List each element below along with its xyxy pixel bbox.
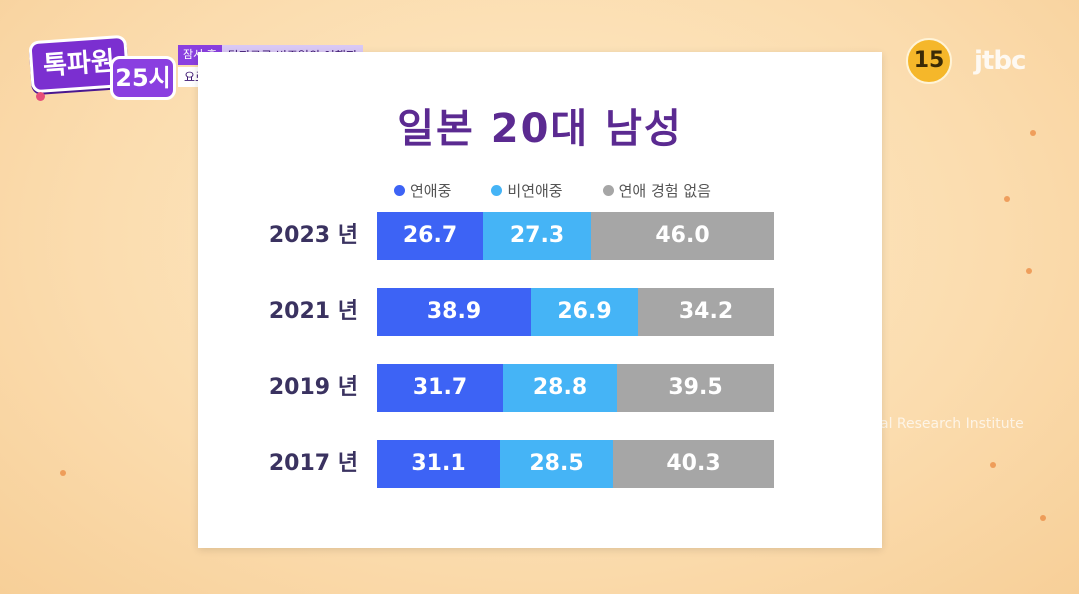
stacked-bar: 26.7 27.3 46.0 <box>377 212 774 260</box>
program-logo: 톡파원 25시 <box>28 34 180 102</box>
category-label: 2019 년 <box>268 375 358 400</box>
bar-segment: 34.2 <box>638 288 774 336</box>
bar-segment: 38.9 <box>377 288 531 336</box>
stacked-bar: 31.1 28.5 40.3 <box>377 440 774 488</box>
bar-segment: 46.0 <box>591 212 774 260</box>
channel-logo: jtbc <box>974 46 1026 76</box>
chart-title: 일본 20대 남성 <box>397 106 683 152</box>
bar-segment: 27.3 <box>483 212 591 260</box>
decor-dot <box>60 470 66 476</box>
bar-segment: 26.9 <box>531 288 638 336</box>
decor-dot <box>1040 515 1046 521</box>
category-label: 2017 년 <box>268 451 358 476</box>
stacked-bar: 38.9 26.9 34.2 <box>377 288 774 336</box>
category-label: 2023 년 <box>268 223 358 248</box>
bar-segment: 28.8 <box>503 364 617 412</box>
decor-dot <box>1030 130 1036 136</box>
legend-swatch <box>491 185 503 196</box>
legend-swatch <box>394 185 405 196</box>
stacked-bar: 31.7 28.8 39.5 <box>377 364 774 412</box>
chart-row: 2021 년 38.9 26.9 34.2 <box>198 288 882 336</box>
legend-label: 연애 경험 없음 <box>618 182 711 200</box>
legend-label: 비연애중 <box>507 182 563 200</box>
logo-pin-icon <box>36 92 45 101</box>
chart-row: 2017 년 31.1 28.5 40.3 <box>198 440 882 488</box>
category-label: 2021 년 <box>268 299 358 324</box>
chart-legend: 연애중 비연애중 연애 경험 없음 <box>394 180 711 201</box>
chart-row: 2023 년 26.7 27.3 46.0 <box>198 212 882 260</box>
source-watermark: al Research Institute <box>880 416 1024 432</box>
bar-segment: 28.5 <box>500 440 613 488</box>
legend-swatch <box>602 185 614 196</box>
chart-card: 일본 20대 남성 연애중 비연애중 연애 경험 없음 2023 년 26.7 27.3… <box>198 52 882 548</box>
bar-segment: 31.7 <box>377 364 503 412</box>
bar-segment: 31.1 <box>377 440 500 488</box>
decor-dot <box>1004 196 1010 202</box>
program-logo-sub: 25시 <box>110 56 176 100</box>
chart-row: 2019 년 31.7 28.8 39.5 <box>198 364 882 412</box>
bar-segment: 40.3 <box>613 440 774 488</box>
legend-item: 연애 경험 없음 <box>602 180 711 201</box>
decor-dot <box>990 462 996 468</box>
decor-dot <box>1026 268 1032 274</box>
legend-item: 연애중 <box>394 180 451 201</box>
legend-label: 연애중 <box>410 182 452 200</box>
age-rating-badge: 15 <box>906 38 952 84</box>
bar-segment: 26.7 <box>377 212 483 260</box>
bar-segment: 39.5 <box>617 364 774 412</box>
legend-item: 비연애중 <box>491 180 563 201</box>
